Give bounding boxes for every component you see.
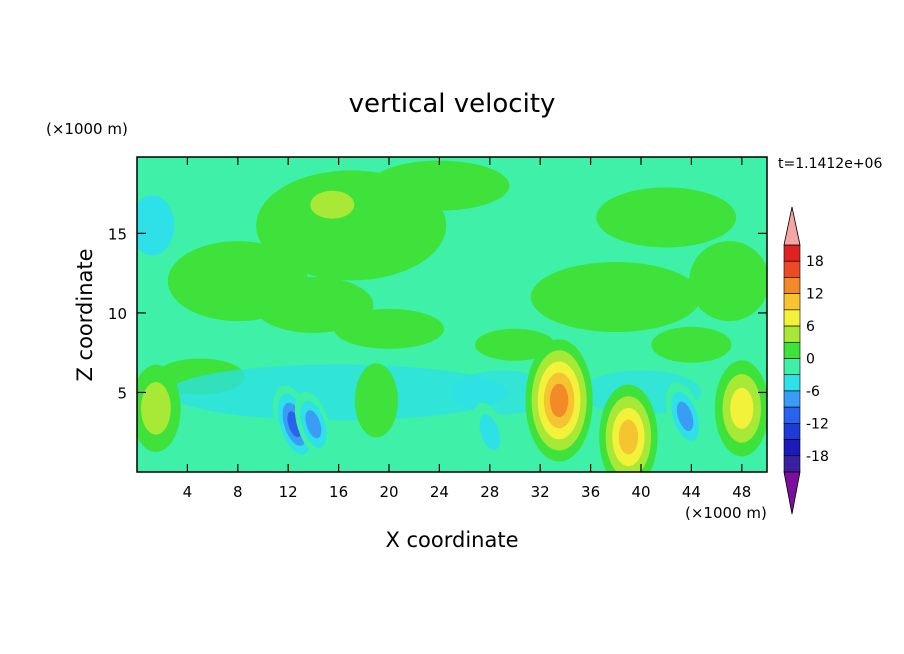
- colorbar-tick-label: -12: [806, 416, 829, 432]
- x-tick-label: 4: [183, 483, 193, 501]
- colorbar-band: [783, 277, 801, 294]
- colorbar-tick-label: -18: [806, 449, 829, 465]
- colorbar-band: [783, 423, 801, 440]
- field-region: [689, 241, 767, 322]
- x-tick-label: 12: [279, 483, 298, 501]
- downdraft-contour: [305, 410, 322, 439]
- field-region: [369, 160, 510, 211]
- colorbar-tick-label: 12: [806, 287, 824, 303]
- updraft-contour: [730, 387, 754, 429]
- colorbar-band: [783, 358, 801, 376]
- plot-frame: [136, 156, 768, 473]
- field-region: [137, 195, 175, 256]
- colorbar-min-extend: [783, 471, 801, 515]
- field-region: [651, 326, 732, 363]
- updraft-contour: [141, 382, 171, 435]
- x-tick-label: 16: [329, 483, 348, 501]
- colorbar-band: [783, 374, 801, 392]
- y-tick-label: 10: [108, 305, 127, 323]
- x-unit-label: (×1000 m): [685, 504, 767, 522]
- y-unit-label: (×1000 m): [46, 120, 128, 138]
- colorbar-tick-label: 0: [806, 352, 815, 368]
- colorbar-max-extend: [783, 206, 801, 246]
- field-region: [530, 262, 701, 332]
- contour-field: [137, 157, 767, 472]
- x-tick-label: 48: [732, 483, 751, 501]
- downdraft-contour: [676, 401, 694, 432]
- colorbar-band: [783, 341, 801, 359]
- x-tick-label: 40: [631, 483, 650, 501]
- time-label: t=1.1412e+06: [778, 156, 882, 172]
- field-region: [167, 241, 308, 322]
- x-tick-label: 20: [379, 483, 398, 501]
- x-tick-label: 24: [430, 483, 449, 501]
- x-tick-label: 32: [531, 483, 550, 501]
- colorbar-band: [783, 260, 801, 278]
- field-region: [334, 308, 444, 349]
- colorbar-tick-label: 18: [806, 254, 824, 270]
- chart-title: vertical velocity: [349, 89, 556, 119]
- x-tick-label: 44: [682, 483, 701, 501]
- x-axis: 4 8 12 16 20 24 28 32 36 40 44 48: [183, 157, 751, 501]
- field-region: [310, 190, 355, 219]
- y-tick-label: 15: [108, 225, 127, 243]
- field-region: [475, 328, 555, 361]
- y-axis-label: Z coordinate: [73, 248, 97, 381]
- field-region: [596, 187, 737, 248]
- colorbar-band: [783, 439, 801, 457]
- updraft-contour: [354, 363, 398, 438]
- colorbar-band: [783, 406, 801, 424]
- colorbar-tick-label: 6: [806, 319, 815, 335]
- colorbar-band: [783, 293, 801, 311]
- x-tick-label: 8: [233, 483, 243, 501]
- downdraft-contour: [479, 414, 501, 451]
- colorbar-band: [783, 390, 801, 408]
- x-tick-label: 36: [581, 483, 600, 501]
- colorbar-band: [783, 244, 801, 262]
- colorbar-band: [783, 309, 801, 327]
- y-tick-label: 5: [117, 384, 127, 402]
- updraft-contour: [618, 419, 639, 455]
- y-axis: 5 10 15: [108, 225, 767, 402]
- colorbar-band: [783, 325, 801, 343]
- field-region: [168, 364, 509, 421]
- x-axis-label: X coordinate: [385, 528, 518, 552]
- colorbar: 18 12 6 0 -6 -12 -18: [783, 206, 829, 515]
- updraft-contour: [549, 383, 569, 418]
- colorbar-band: [783, 455, 801, 473]
- colorbar-tick-label: -6: [806, 384, 820, 400]
- x-tick-label: 28: [480, 483, 499, 501]
